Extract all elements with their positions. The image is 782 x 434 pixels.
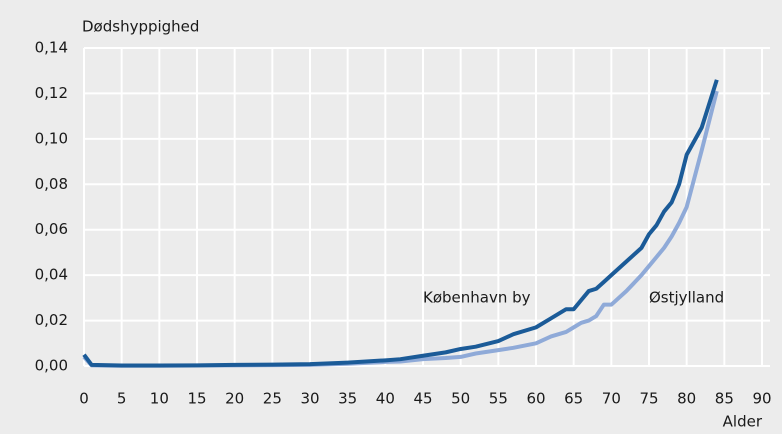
x-tick-label: 5: [117, 390, 127, 408]
x-tick-label: 65: [564, 390, 583, 408]
y-tick-label: 0,14: [35, 39, 68, 57]
x-tick-label: 10: [150, 390, 169, 408]
x-tick-label: 30: [300, 390, 319, 408]
line-series: [82, 90, 719, 368]
annotation: København by: [423, 288, 531, 306]
y-tick-label: 0,00: [35, 357, 68, 375]
x-tick-label: 35: [338, 390, 357, 408]
x-axis-title: Alder: [723, 413, 763, 431]
y-tick-label: 0,06: [35, 220, 68, 238]
x-tick-label: 15: [187, 390, 206, 408]
y-tick-label: 0,04: [35, 266, 68, 284]
x-tick-label: 80: [677, 390, 696, 408]
line-series: [82, 79, 719, 368]
x-tick-label: 70: [602, 390, 621, 408]
x-tick-label: 45: [413, 390, 432, 408]
x-tick-label: 25: [263, 390, 282, 408]
y-tick-label: 0,08: [35, 175, 68, 193]
x-tick-label: 40: [376, 390, 395, 408]
x-tick-label: 0: [79, 390, 89, 408]
y-tick-label: 0,10: [35, 129, 68, 147]
x-tick-label: 75: [639, 390, 658, 408]
y-axis-title: Dødshyppighed: [82, 18, 199, 36]
x-tick-label: 55: [489, 390, 508, 408]
x-tick-label: 85: [715, 390, 734, 408]
y-tick-label: 0,12: [35, 84, 68, 102]
x-tick-label: 90: [752, 390, 771, 408]
x-tick-label: 50: [451, 390, 470, 408]
y-tick-label: 0,02: [35, 311, 68, 329]
x-tick-label: 20: [225, 390, 244, 408]
annotation: Østjylland: [649, 288, 724, 306]
x-tick-label: 60: [526, 390, 545, 408]
